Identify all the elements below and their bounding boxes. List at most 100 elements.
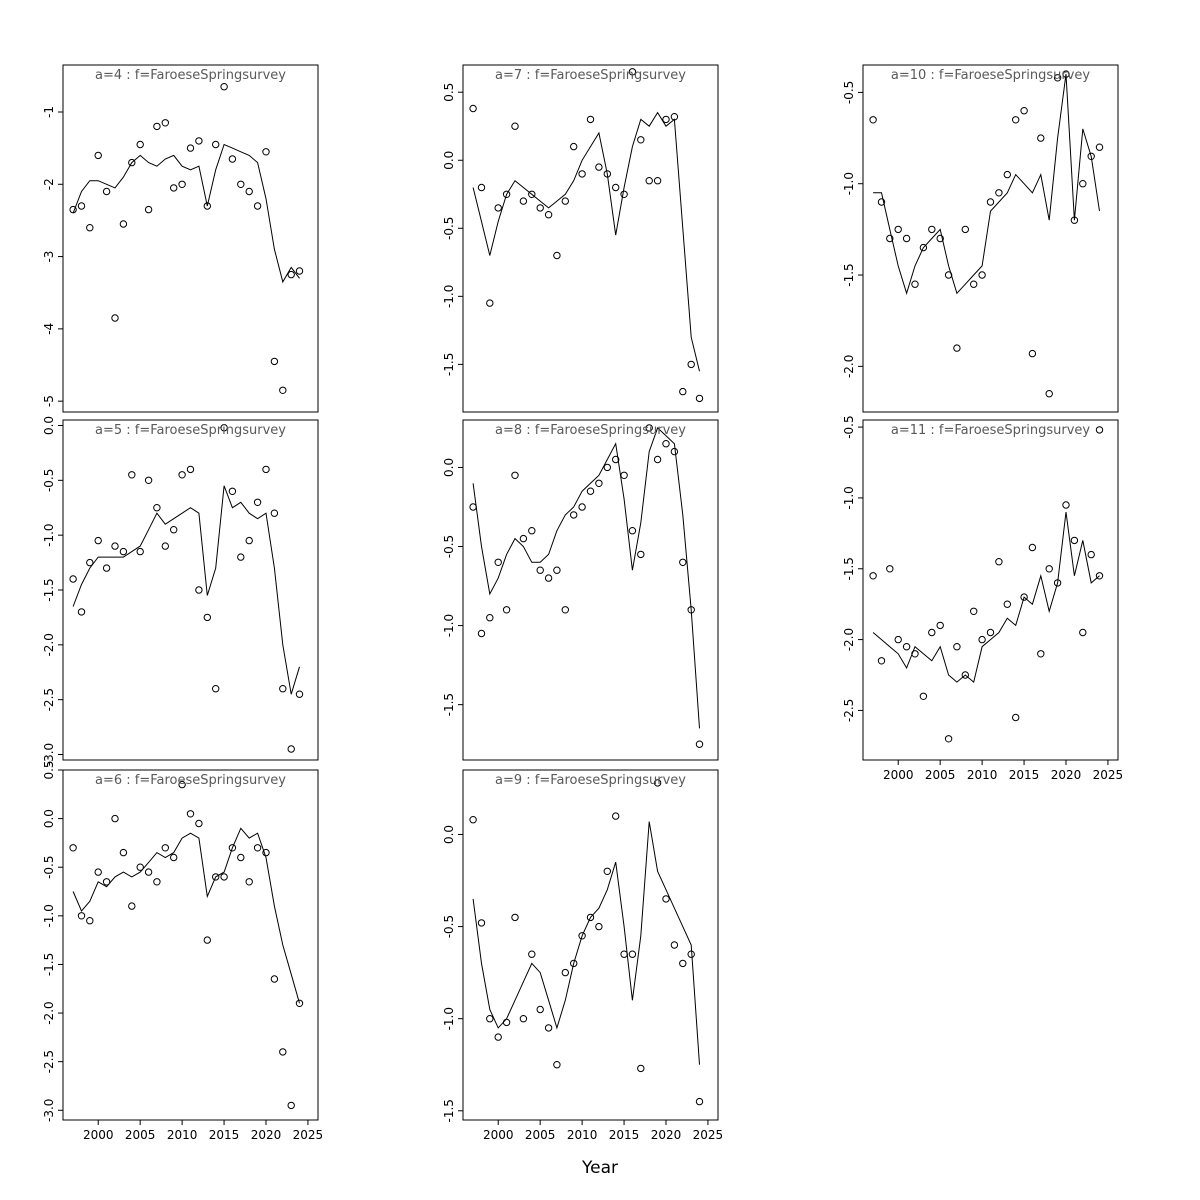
chart-canvas-a11: -0.5 -1.0 -1.5 -2.0 -2.5 2000 2005 2010 2015 2020… xyxy=(842,415,1123,782)
data-point xyxy=(77,912,86,920)
data-point xyxy=(894,635,902,644)
x-axis-tick-label: 2005 xyxy=(925,768,956,782)
panel-a7: 0.5 0.0 -0.5 -1.0 -1.5 a=7 : f=FaroeseSprings… xyxy=(415,53,728,452)
data-point xyxy=(553,251,561,260)
data-point xyxy=(94,151,102,160)
data-point xyxy=(544,1024,553,1032)
data-point xyxy=(178,471,186,479)
data-point xyxy=(986,628,995,637)
data-point xyxy=(469,503,477,511)
data-point xyxy=(128,158,136,167)
trend-line xyxy=(872,512,1100,684)
panel-title: a=9 : f=FaroeseSpringsurvey xyxy=(495,773,686,788)
panel-title: a=6 : f=FaroeseSpringsurvey xyxy=(95,773,286,788)
data-point xyxy=(119,220,128,228)
data-point xyxy=(502,1018,511,1027)
data-point xyxy=(279,1048,287,1056)
plot-frame xyxy=(62,769,319,1121)
data-point xyxy=(1070,216,1079,224)
data-point xyxy=(220,873,228,881)
data-point xyxy=(279,386,287,394)
data-point xyxy=(511,122,519,130)
x-axis-tick-label: 2020 xyxy=(251,1128,282,1142)
data-point xyxy=(228,844,237,852)
data-point xyxy=(1012,116,1020,124)
data-point xyxy=(595,922,603,931)
data-point xyxy=(561,968,570,977)
data-point xyxy=(237,853,245,862)
data-point xyxy=(477,919,486,927)
data-point xyxy=(544,574,553,582)
data-point xyxy=(612,812,620,820)
data-point xyxy=(494,204,502,212)
data-point xyxy=(195,137,203,145)
trend-line xyxy=(472,821,700,1065)
y-axis-tick-label: -3 xyxy=(42,251,56,263)
data-point xyxy=(536,1005,544,1014)
data-point xyxy=(695,1097,704,1106)
data-point xyxy=(1003,600,1012,608)
data-point xyxy=(1045,565,1053,573)
y-axis-tick-label: -1.0 xyxy=(842,486,856,509)
data-point xyxy=(203,202,212,210)
panel-a8: 0.0 -0.5 -1.0 -1.5 a=8 : f=FaroeseSpringsurv… xyxy=(415,408,728,800)
data-point xyxy=(262,148,270,156)
data-point xyxy=(578,503,586,511)
data-point xyxy=(687,360,695,369)
data-point xyxy=(186,144,195,152)
data-point xyxy=(86,224,94,232)
data-point xyxy=(919,692,928,700)
data-point xyxy=(469,104,477,113)
x-axis-title: Year xyxy=(582,1158,618,1178)
data-point xyxy=(519,1015,528,1023)
data-point xyxy=(886,565,894,573)
panel-a11: -0.5 -1.0 -1.5 -2.0 -2.5 2000 2005 2010 2015 2020… xyxy=(815,408,1128,800)
y-axis-tick-label: -1.5 xyxy=(42,578,56,601)
data-point xyxy=(653,779,662,787)
data-point xyxy=(136,140,144,149)
data-point xyxy=(511,913,519,922)
data-point xyxy=(77,202,86,210)
data-point xyxy=(695,394,704,403)
x-axis-tick-label: 2020 xyxy=(651,1128,682,1142)
data-point xyxy=(212,140,220,149)
data-point xyxy=(620,190,628,199)
panel-title: a=10 : f=FaroeseSpringsurvey xyxy=(891,68,1091,83)
data-point xyxy=(869,572,877,580)
data-point xyxy=(628,527,637,535)
data-point xyxy=(578,170,586,178)
data-point xyxy=(228,155,237,163)
data-point xyxy=(687,606,695,614)
data-point xyxy=(287,745,295,753)
data-point xyxy=(295,690,304,698)
data-point xyxy=(570,142,578,151)
data-point xyxy=(628,950,637,958)
data-point xyxy=(245,878,253,886)
data-point xyxy=(270,509,279,517)
y-axis-tick-label: -1 xyxy=(42,106,56,118)
data-point xyxy=(270,975,279,983)
data-point xyxy=(936,234,944,243)
data-point xyxy=(936,621,944,630)
data-point xyxy=(595,163,603,171)
data-point xyxy=(253,202,262,210)
data-point xyxy=(136,547,144,556)
y-axis-tick-label: -0.5 xyxy=(42,469,56,492)
data-point xyxy=(612,455,620,464)
y-axis-tick-label: -1.0 xyxy=(42,523,56,546)
data-point xyxy=(919,243,928,252)
data-point xyxy=(1020,593,1028,601)
plot-frame xyxy=(62,64,319,413)
x-axis-tick-label: 2000 xyxy=(883,768,914,782)
data-point xyxy=(119,547,128,556)
y-axis-tick-label: 0.0 xyxy=(442,151,456,170)
data-point xyxy=(1087,550,1095,559)
data-point xyxy=(1087,152,1095,161)
chart-canvas-a4: -1 -2 -3 -4 -5 a=4 : f=FaroeseSpringsurvey xyxy=(42,64,319,413)
data-point xyxy=(894,225,902,234)
data-point xyxy=(519,197,528,205)
data-point xyxy=(944,271,953,279)
y-axis-tick-label: -1.5 xyxy=(442,353,456,376)
data-point xyxy=(637,136,645,144)
data-point xyxy=(662,440,670,448)
